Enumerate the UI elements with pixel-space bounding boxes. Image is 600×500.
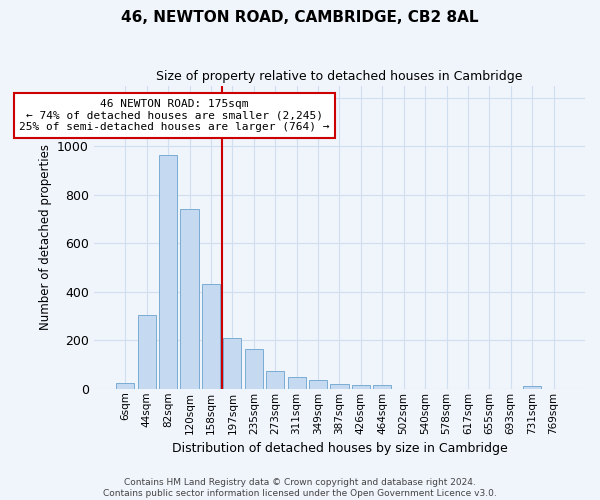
Bar: [287, 376, 306, 389]
Bar: [223, 338, 241, 389]
Bar: [137, 315, 156, 389]
Bar: [523, 386, 541, 389]
Bar: [352, 385, 370, 389]
Bar: [202, 284, 220, 389]
Y-axis label: Number of detached properties: Number of detached properties: [38, 144, 52, 330]
Bar: [245, 348, 263, 389]
Text: 46 NEWTON ROAD: 175sqm
← 74% of detached houses are smaller (2,245)
25% of semi-: 46 NEWTON ROAD: 175sqm ← 74% of detached…: [19, 99, 330, 132]
Title: Size of property relative to detached houses in Cambridge: Size of property relative to detached ho…: [156, 70, 523, 83]
Bar: [181, 210, 199, 389]
Text: 46, NEWTON ROAD, CAMBRIDGE, CB2 8AL: 46, NEWTON ROAD, CAMBRIDGE, CB2 8AL: [121, 10, 479, 25]
X-axis label: Distribution of detached houses by size in Cambridge: Distribution of detached houses by size …: [172, 442, 508, 455]
Bar: [116, 382, 134, 389]
Bar: [331, 384, 349, 389]
Text: Contains HM Land Registry data © Crown copyright and database right 2024.
Contai: Contains HM Land Registry data © Crown c…: [103, 478, 497, 498]
Bar: [266, 370, 284, 389]
Bar: [159, 154, 177, 389]
Bar: [373, 385, 391, 389]
Bar: [309, 380, 327, 389]
